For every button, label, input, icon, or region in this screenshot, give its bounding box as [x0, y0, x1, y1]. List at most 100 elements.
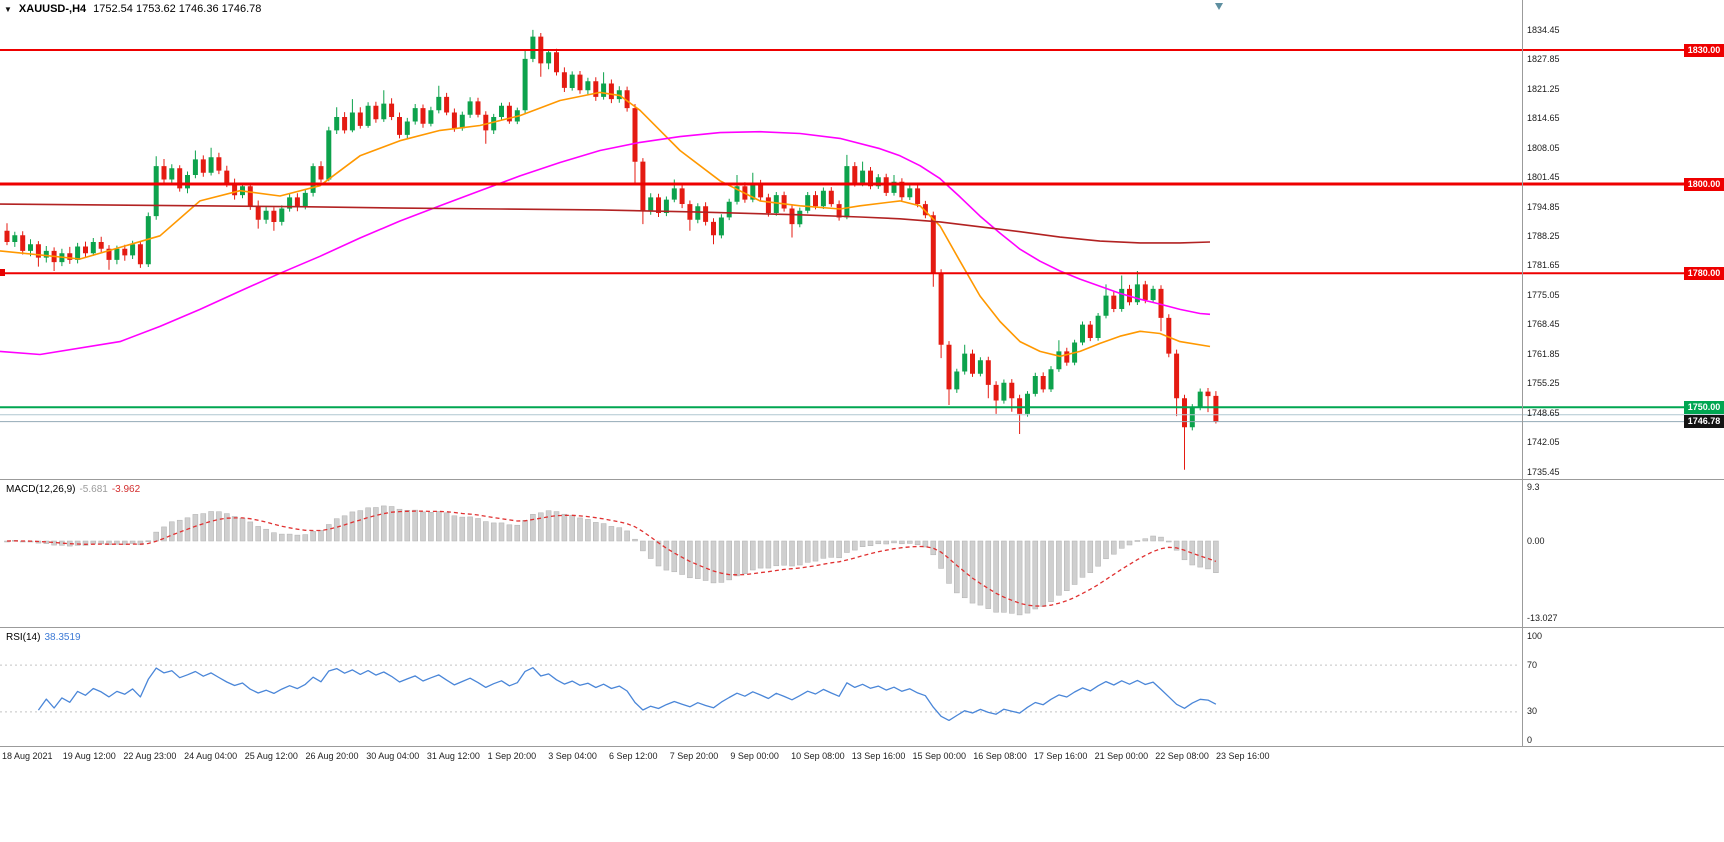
macd-axis-label: 9.3	[1527, 482, 1540, 492]
macd-histogram-bar	[294, 534, 301, 542]
macd-histogram-bar	[231, 516, 238, 542]
time-axis-label: 22 Sep 08:00	[1155, 751, 1209, 761]
macd-histogram-bar	[742, 540, 748, 574]
macd-histogram-bar	[954, 540, 960, 594]
time-axis-label: 7 Sep 20:00	[669, 751, 719, 761]
macd-histogram-bar	[1103, 540, 1109, 560]
time-axis-label: 1 Sep 20:00	[487, 751, 537, 761]
macd-histogram-bar	[608, 526, 615, 542]
macd-histogram-bar	[844, 540, 850, 553]
price-chart-panel[interactable]: ▼ XAUUSD-,H4 1752.54 1753.62 1746.36 174…	[0, 0, 1724, 480]
candlestick-chart[interactable]	[0, 0, 1724, 480]
rsi-line	[37, 667, 1217, 722]
macd-histogram-bar	[1197, 540, 1203, 568]
macd-histogram-bar	[412, 509, 418, 542]
macd-histogram-bar	[153, 531, 159, 542]
price-axis-label: 1768.45	[1527, 319, 1560, 330]
macd-histogram-bar	[51, 540, 57, 546]
macd-name: MACD(12,26,9)	[6, 484, 76, 495]
macd-histogram-bar	[891, 540, 897, 544]
rsi-scale[interactable]: 100 70 30 0	[1523, 628, 1724, 746]
macd-histogram-bar	[145, 540, 152, 542]
price-axis-label: 1827.85	[1527, 54, 1560, 65]
macd-value-signal: -3.962	[111, 484, 141, 495]
macd-histogram-bar	[279, 533, 285, 542]
macd-histogram-bar	[161, 526, 167, 542]
macd-histogram-bar	[907, 540, 913, 544]
price-axis-label: 1761.85	[1527, 348, 1560, 359]
time-axis-label: 31 Aug 12:00	[426, 751, 480, 761]
rsi-panel[interactable]: RSI(14) 38.3519 100 70 30 0	[0, 628, 1724, 747]
macd-histogram-bar	[773, 540, 780, 567]
macd-histogram-bar	[1024, 540, 1031, 614]
time-axis-label: 24 Aug 04:00	[184, 751, 238, 761]
macd-histogram-bar	[318, 530, 324, 542]
macd-histogram-bar	[459, 516, 466, 542]
macd-histogram-bar	[867, 540, 874, 546]
macd-histogram-bar	[271, 532, 277, 542]
collapse-arrow-icon[interactable]: ▼	[4, 5, 12, 14]
time-axis[interactable]: 18 Aug 2021 19 Aug 12:00 22 Aug 23:00 24 Au…	[0, 748, 1724, 765]
macd-histogram-bar	[647, 540, 654, 559]
macd-histogram-bar	[789, 540, 795, 567]
macd-histogram-bar	[349, 511, 356, 542]
hline-drag-handle[interactable]	[0, 269, 5, 276]
macd-histogram-bar	[624, 530, 630, 542]
macd-panel[interactable]: MACD(12,26,9) -5.681 -3.962 9.3 0.00 -13.027	[0, 480, 1724, 628]
macd-histogram-bar	[1040, 540, 1046, 607]
macd-histogram-bar	[129, 540, 136, 544]
macd-histogram-bar	[1111, 540, 1117, 555]
macd-histogram-bar	[169, 521, 175, 542]
price-axis-label: 1735.45	[1527, 466, 1560, 477]
macd-histogram-bar	[74, 540, 81, 546]
macd-histogram-bar	[938, 540, 944, 569]
macd-histogram-bar	[663, 540, 670, 571]
level-price-tag: 1780.00	[1684, 266, 1724, 280]
time-axis-label: 15 Sep 00:00	[912, 751, 967, 761]
macd-chart[interactable]	[0, 480, 1724, 628]
macd-histogram-bar	[718, 540, 725, 583]
macd-axis-label: -13.027	[1527, 613, 1558, 623]
macd-histogram-bar	[82, 540, 89, 546]
macd-histogram-bar	[1087, 540, 1094, 573]
macd-histogram-bar	[616, 527, 623, 542]
level-price-tag: 1750.00	[1684, 400, 1724, 414]
macd-histogram-bar	[451, 515, 458, 542]
level-price-tag: 1746.78	[1684, 415, 1724, 429]
macd-histogram-bar	[1016, 540, 1023, 616]
macd-histogram-bar	[600, 523, 607, 542]
time-axis-label: 9 Sep 00:00	[730, 751, 779, 761]
price-axis-label: 1748.65	[1527, 407, 1560, 418]
price-scale[interactable]: 1834.45 1827.85 1821.25 1814.65 1808.05 1801.…	[1523, 0, 1724, 479]
macd-value-main: -5.681	[79, 484, 108, 495]
chart-header: ▼ XAUUSD-,H4 1752.54 1753.62 1746.36 174…	[4, 3, 261, 15]
macd-signal-line	[6, 510, 1217, 607]
rsi-axis-label: 30	[1527, 706, 1538, 717]
time-axis-label: 6 Sep 12:00	[609, 751, 658, 761]
macd-histogram-bar	[404, 510, 411, 542]
price-axis-label: 1742.05	[1527, 437, 1560, 448]
macd-histogram-bar	[702, 540, 709, 581]
macd-histogram-bar	[192, 514, 199, 542]
macd-histogram-bar	[977, 540, 984, 606]
macd-histogram-bar	[326, 524, 332, 542]
macd-scale[interactable]: 9.3 0.00 -13.027	[1523, 480, 1724, 627]
macd-histogram-bar	[1142, 538, 1149, 542]
macd-histogram-bar	[859, 540, 866, 547]
rsi-axis-label: 70	[1527, 659, 1538, 670]
time-axis-label: 25 Aug 12:00	[244, 751, 298, 761]
macd-histogram-bar	[797, 540, 803, 566]
macd-histogram-bar	[1048, 540, 1054, 602]
macd-histogram-bar	[734, 540, 740, 577]
macd-histogram-bar	[1126, 540, 1133, 546]
macd-histogram-bar	[1205, 540, 1211, 570]
rsi-label: RSI(14) 38.3519	[6, 632, 81, 643]
price-scale-separator	[1522, 0, 1523, 747]
macd-histogram-bar	[1150, 535, 1156, 542]
macd-histogram-bar	[1009, 540, 1015, 614]
rsi-chart[interactable]	[0, 628, 1724, 747]
macd-histogram-bar	[553, 511, 560, 542]
macd-histogram-bar	[569, 514, 575, 542]
macd-histogram-bar	[930, 540, 937, 556]
